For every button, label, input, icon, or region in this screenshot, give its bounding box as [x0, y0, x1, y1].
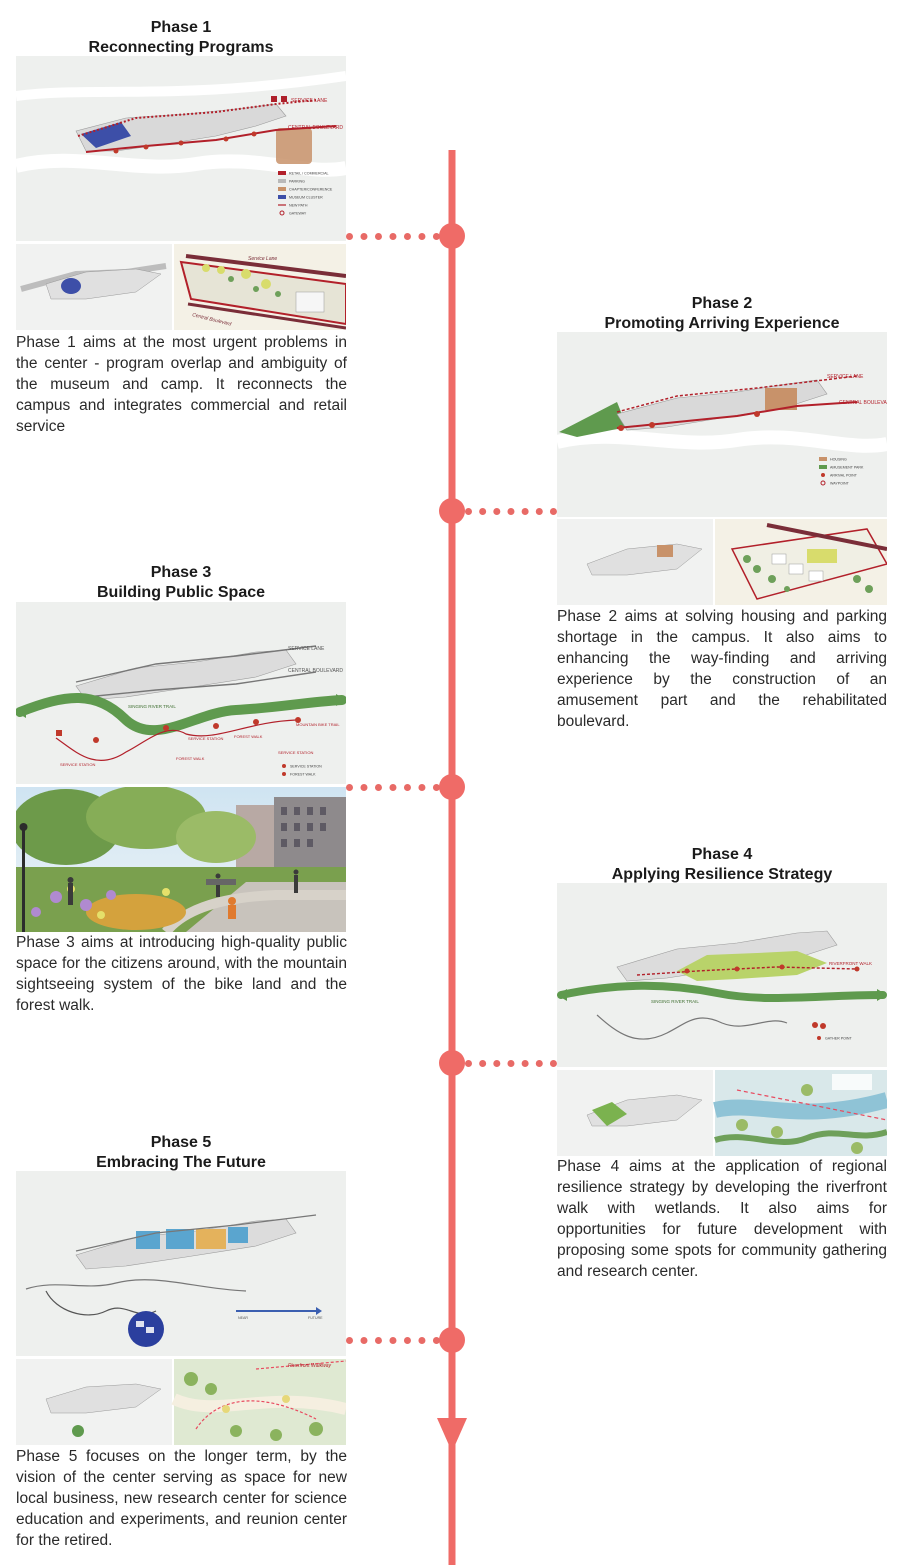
phase-3-subtitle: Building Public Space: [96, 584, 266, 601]
phase-2-legend-2: ARRIVAL POINT: [830, 474, 858, 478]
phase-3-description: Phase 3 aims at introducing high-quality…: [16, 934, 347, 1014]
phase-1-subtitle: Reconnecting Programs: [88, 39, 274, 56]
phase-1-legend-2: CHAPTER/CONFERENCE: [289, 188, 333, 192]
timeline-arrowhead: [437, 1418, 467, 1452]
phase-4-description: Phase 4 aims at the application of regio…: [557, 1158, 887, 1280]
connector-phase-2: [465, 508, 557, 515]
phase-1-legend-3: MUSEUM CLUSTER: [289, 196, 323, 200]
phase-4-title: Phase 4 Applying Resilience Strategy: [557, 845, 887, 885]
phase-2-inset-maps: [557, 519, 887, 605]
phase-5-near-label: NEAR: [238, 1316, 248, 1320]
phase-4-site-plan: SINGING RIVER TRAIL RIVERFRONT WALK GATH…: [557, 883, 887, 1067]
phase-3-forest-walk-label-2: FOREST WALK: [234, 734, 263, 739]
phase-2-legend-1: AMUSEMENT PARK: [830, 466, 864, 470]
phase-1-legend-5: GATEWAY: [289, 212, 307, 216]
phase-4-subtitle: Applying Resilience Strategy: [611, 866, 833, 883]
phase-3-service-lane-label: SERVICE LANE: [288, 646, 325, 652]
phase-1-site-plan: SERVICE LANE CENTRAL BOULEVARD RETAIL / …: [16, 56, 346, 241]
phase-2-description: Phase 2 aims at solving housing and park…: [557, 608, 887, 730]
phase-3-heading: Phase 3: [150, 564, 212, 581]
phase-5-heading: Phase 5: [150, 1134, 212, 1151]
phase-4-inset-maps: [557, 1070, 887, 1156]
phase-2-legend-0: HOUSING: [830, 458, 847, 462]
phase-3-mountain-bike-label: MOUNTAIN BIKE TRAIL: [296, 722, 340, 727]
phase-1-service-lane-label: SERVICE LANE: [291, 98, 328, 104]
phase-4-riverfront-walk-label: RIVERFRONT WALK: [829, 961, 872, 966]
timeline-node-1: [439, 223, 465, 249]
connector-phase-4: [465, 1060, 557, 1067]
phase-2-heading: Phase 2: [691, 295, 753, 312]
phase-3-forest-walk-label-1: FOREST WALK: [176, 756, 205, 761]
connector-phase-1: [346, 233, 440, 240]
phase-3-service-station-label-3: SERVICE STATION: [278, 750, 313, 755]
phase-1-description: Phase 1 aims at the most urgent problems…: [16, 334, 347, 435]
phase-4-legend-0: GATHER POINT: [825, 1037, 852, 1041]
phase-3-site-plan: SERVICE LANE CENTRAL BOULEVARD SINGING R…: [16, 602, 346, 784]
phase-3-legend-0: SERVICE STATION: [290, 765, 322, 769]
phase-5-description: Phase 5 focuses on the longer term, by t…: [16, 1448, 347, 1549]
singing-river-trail: [16, 693, 346, 736]
phase-4-singing-river-trail: [557, 981, 887, 1003]
phase-5-subtitle: Embracing The Future: [96, 1154, 266, 1171]
phase-3-rendering: [16, 787, 346, 932]
phase-3-singing-river-trail-label: SINGING RIVER TRAIL: [128, 704, 176, 709]
timeline-node-5: [439, 1327, 465, 1353]
phase-1-inset-maps: Service Lane Central Boulevard: [16, 244, 346, 330]
phase-5-riverfront-walkway-label: Riverfront Walkway: [288, 1363, 331, 1369]
phase-5-future-label: FUTURE: [308, 1316, 323, 1320]
phase-2-subtitle: Promoting Arriving Experience: [604, 315, 840, 332]
connector-phase-3: [346, 784, 440, 791]
phase-3-service-station-label-2: SERVICE STATION: [188, 736, 223, 741]
phase-5-site-plan: NEAR FUTURE: [16, 1171, 346, 1356]
phase-1-heading: Phase 1: [150, 19, 212, 36]
phase-3-legend-1: FOREST WALK: [290, 773, 316, 777]
phase-1-inset-service-lane: Service Lane: [248, 256, 277, 262]
phase-1-legend-1: PARKING: [289, 180, 305, 184]
phase-4-heading: Phase 4: [691, 846, 753, 863]
phase-1-central-boulevard-label: CENTRAL BOULEVARD: [288, 125, 343, 131]
connector-phase-5: [346, 1337, 440, 1344]
phase-5-title: Phase 5 Embracing The Future: [16, 1133, 346, 1173]
timeline-node-4: [439, 1050, 465, 1076]
phase-2-service-lane-label: SERVICE LANE: [827, 374, 864, 380]
phase-3-service-station-label-1: SERVICE STATION: [60, 762, 95, 767]
phase-3-title: Phase 3 Building Public Space: [16, 563, 346, 603]
phase-2-legend-3: WAYPOINT: [830, 482, 850, 486]
phase-5-inset-maps: Riverfront Walkway: [16, 1359, 346, 1445]
phase-2-title: Phase 2 Promoting Arriving Experience: [557, 294, 887, 334]
timeline-node-2: [439, 498, 465, 524]
phase-3-central-boulevard-label: CENTRAL BOULEVARD: [288, 668, 343, 674]
phase-2-site-plan: SERVICE LANE CENTRAL BOULEVARD HOUSING A…: [557, 332, 887, 517]
phase-2-central-boulevard-label: CENTRAL BOULEVARD: [839, 400, 887, 406]
timeline-node-3: [439, 774, 465, 800]
phase-1-legend-4: NEW PATH: [289, 204, 308, 208]
phase-4-singing-river-trail-label: SINGING RIVER TRAIL: [651, 999, 699, 1004]
phase-1-legend-0: RETAIL / COMMERCIAL: [289, 172, 329, 176]
phase-1-title: Phase 1 Reconnecting Programs: [16, 18, 346, 58]
